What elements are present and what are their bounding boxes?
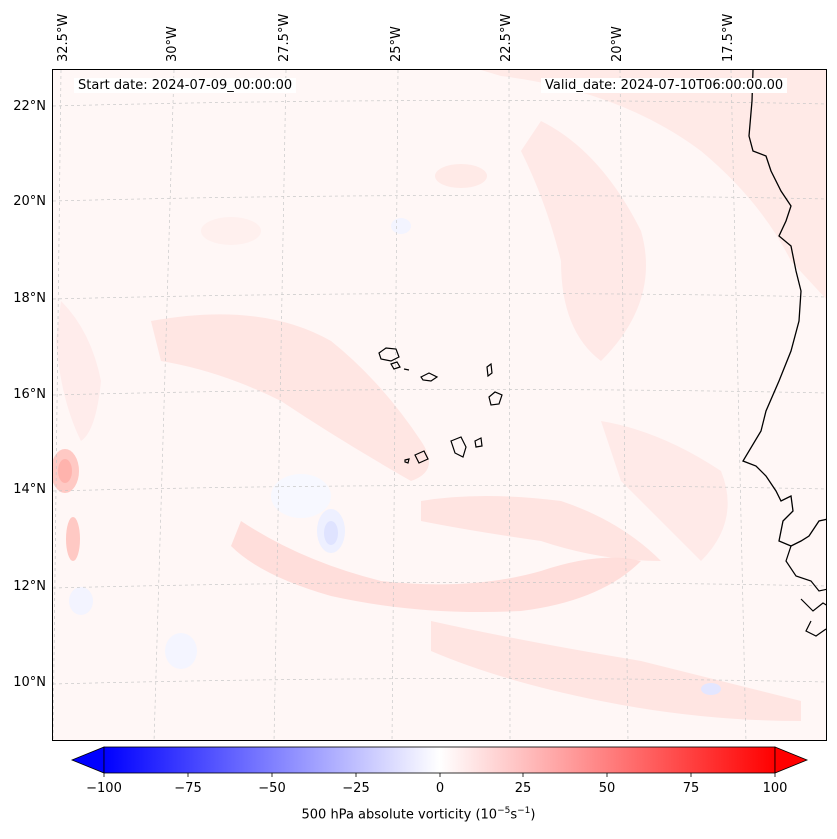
lon-label-20w: 20°W bbox=[610, 26, 625, 62]
colorbar-title-prefix: 500 hPa absolute vorticity (10 bbox=[301, 807, 498, 823]
lon-label-25w: 25°W bbox=[389, 26, 404, 62]
colorbar-gradient bbox=[103, 746, 776, 774]
africa-coastline bbox=[742, 70, 826, 547]
valid-date-label: Valid_date: 2024-07-10T06:00:00.00 bbox=[541, 78, 788, 93]
lat-label-12n: 12°N bbox=[13, 579, 46, 594]
cape-verde-islands bbox=[378, 347, 503, 464]
colorbar-tick-label: −50 bbox=[258, 781, 286, 796]
start-date-label: Start date: 2024-07-09_00:00:00 bbox=[74, 78, 297, 93]
lat-label-20n: 20°N bbox=[13, 194, 46, 209]
lon-label-17-5w: 17.5°W bbox=[721, 13, 736, 62]
africa-coast-south bbox=[785, 545, 826, 637]
colorbar bbox=[70, 746, 809, 777]
lon-label-30w: 30°W bbox=[165, 26, 180, 62]
lat-label-22n: 22°N bbox=[13, 99, 46, 114]
colorbar-title-exp1: −5 bbox=[497, 806, 511, 816]
colorbar-title-exp2: −1 bbox=[517, 806, 531, 816]
lon-label-22-5w: 22.5°W bbox=[499, 13, 514, 62]
lat-label-18n: 18°N bbox=[13, 291, 46, 306]
colorbar-tick-label: −25 bbox=[342, 781, 370, 796]
colorbar-tick-label: 25 bbox=[514, 781, 532, 796]
lon-label-32-5w: 32.5°W bbox=[56, 13, 71, 62]
colorbar-title-suffix: ) bbox=[530, 807, 536, 823]
lon-label-27-5w: 27.5°W bbox=[277, 13, 292, 62]
colorbar-tick-label: 100 bbox=[762, 781, 788, 796]
graticule bbox=[53, 70, 826, 740]
colorbar-tick-label: 0 bbox=[435, 781, 445, 796]
colorbar-tick-label: −75 bbox=[174, 781, 202, 796]
map-frame[interactable] bbox=[52, 69, 827, 741]
lat-label-10n: 10°N bbox=[13, 675, 46, 690]
lat-label-16n: 16°N bbox=[13, 387, 46, 402]
colorbar-title: 500 hPa absolute vorticity (10−5s−1) bbox=[0, 806, 837, 822]
colorbar-left-extension bbox=[70, 746, 105, 774]
vorticity-field bbox=[53, 70, 826, 740]
colorbar-tick-label: 50 bbox=[598, 781, 616, 796]
colorbar-title-mid: s bbox=[510, 807, 518, 823]
colorbar-tick-label: 75 bbox=[682, 781, 700, 796]
map-canvas bbox=[53, 70, 826, 740]
lat-label-14n: 14°N bbox=[13, 482, 46, 497]
colorbar-right-extension bbox=[774, 746, 809, 774]
colorbar-ticks bbox=[103, 773, 776, 777]
colorbar-tick-label: −100 bbox=[86, 781, 122, 796]
